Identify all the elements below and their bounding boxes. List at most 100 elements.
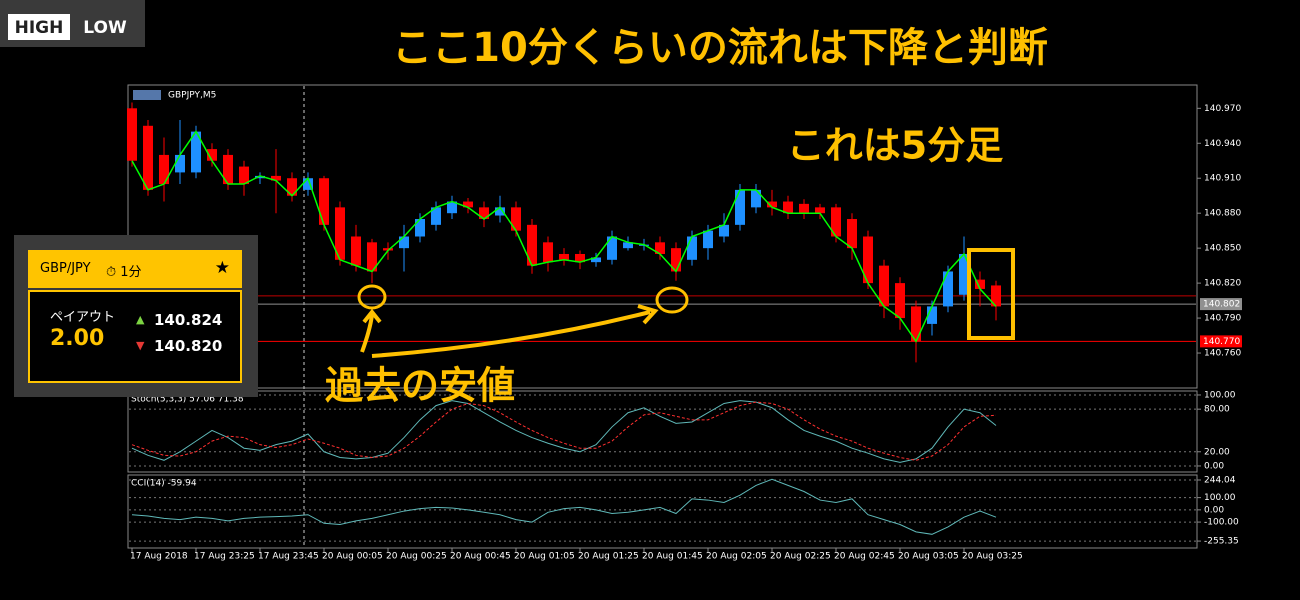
x-tick-label: 20 Aug 02:05 bbox=[706, 552, 767, 562]
duration-text: 1分 bbox=[120, 265, 142, 280]
candle-body bbox=[559, 253, 569, 260]
highlight-box bbox=[967, 248, 1015, 340]
candle-body bbox=[127, 108, 137, 161]
payout: 2.00 bbox=[50, 326, 105, 351]
x-tick-label: 17 Aug 23:25 bbox=[194, 552, 255, 562]
candle-body bbox=[991, 285, 1001, 307]
candle-body bbox=[367, 242, 377, 272]
high-price: 140.824 bbox=[154, 311, 223, 329]
candle-body bbox=[159, 154, 169, 185]
stoch-main bbox=[131, 400, 997, 463]
cci-panel bbox=[127, 474, 1198, 549]
past-low-note: 過去の安値 bbox=[325, 364, 515, 408]
candle-body bbox=[927, 306, 937, 324]
x-tick-label: 20 Aug 01:25 bbox=[578, 552, 639, 562]
pair: GBP/JPY bbox=[40, 261, 91, 276]
x-tick-label: 20 Aug 00:05 bbox=[322, 552, 383, 562]
candle-body bbox=[623, 242, 633, 249]
candle-body bbox=[543, 242, 553, 263]
close-line bbox=[131, 130, 997, 343]
candle-body bbox=[303, 178, 313, 190]
candle-body bbox=[831, 207, 841, 237]
y-tick-label: 140.880 bbox=[1204, 209, 1241, 219]
x-tick-label: 20 Aug 00:45 bbox=[450, 552, 511, 562]
candle-body bbox=[943, 271, 953, 307]
candle-body bbox=[847, 219, 857, 249]
candle-body bbox=[143, 125, 153, 190]
candle-body bbox=[191, 131, 201, 173]
x-tick-label: 20 Aug 01:45 bbox=[642, 552, 703, 562]
y-tick-label: 100.00 bbox=[1204, 493, 1236, 503]
stoch-panel bbox=[127, 390, 1198, 473]
candle-body bbox=[431, 207, 441, 225]
trade-widget: GBP/JPY ⏱ 1分 ★ ペイアウト 2.00 ▲ 140.824 ▼ 14… bbox=[14, 235, 258, 397]
candle-body bbox=[767, 201, 777, 208]
candle-body bbox=[207, 149, 217, 161]
y-tick-label: 140.850 bbox=[1204, 244, 1241, 254]
y-tick-label: -255.35 bbox=[1204, 537, 1239, 547]
payout-label: ペイアウト bbox=[50, 310, 116, 325]
price-label: 140.770 bbox=[1203, 337, 1240, 347]
y-tick-label: 140.970 bbox=[1204, 104, 1241, 114]
price-label-bg bbox=[1200, 298, 1242, 311]
candle-body bbox=[751, 189, 761, 208]
candle-body bbox=[399, 236, 409, 249]
y-tick-label: 80.00 bbox=[1204, 405, 1230, 415]
candle-body bbox=[511, 207, 521, 231]
candle-body bbox=[687, 236, 697, 260]
candle-body bbox=[527, 224, 537, 266]
y-tick-label: 140.820 bbox=[1204, 279, 1241, 289]
candle-body bbox=[703, 230, 713, 249]
candle-body bbox=[895, 283, 905, 319]
star[interactable]: ★ bbox=[214, 258, 230, 278]
candle-body bbox=[591, 257, 601, 263]
x-tick-label: 20 Aug 03:25 bbox=[962, 552, 1023, 562]
y-tick-label: 140.940 bbox=[1204, 139, 1241, 149]
candle-body bbox=[719, 224, 729, 237]
stoch-signal bbox=[131, 401, 997, 461]
candle-body bbox=[447, 201, 457, 214]
candle-body bbox=[607, 236, 617, 260]
arrow bbox=[360, 308, 382, 353]
y-tick-label: 0.00 bbox=[1204, 461, 1224, 471]
candle-body bbox=[655, 242, 665, 254]
down-icon: ▼ bbox=[136, 339, 145, 352]
logo-left-bg bbox=[8, 14, 70, 40]
main-panel bbox=[127, 84, 1198, 389]
candle-body bbox=[335, 207, 345, 260]
candle-body bbox=[463, 201, 473, 208]
candle-body bbox=[223, 154, 233, 185]
price-label: 140.802 bbox=[1203, 300, 1240, 310]
widget-header: GBP/JPY ⏱ 1分 ★ bbox=[28, 250, 242, 288]
logo-left: HIGH bbox=[15, 18, 64, 38]
symbol-label: GBPJPY,M5 bbox=[168, 91, 216, 101]
low-circle bbox=[655, 286, 689, 314]
plot: 140.970 140.940 140.910 140.880 140.850 140.8… bbox=[127, 102, 1242, 562]
title: ここ10分くらいの流れは下降と判断 bbox=[392, 25, 1048, 71]
candle-body bbox=[911, 306, 921, 342]
candle-body bbox=[415, 219, 425, 237]
candle-body bbox=[735, 189, 745, 225]
candle-body bbox=[383, 248, 393, 251]
timeframe-note: これは5分足 bbox=[787, 124, 1003, 168]
candle-body bbox=[271, 175, 281, 181]
y-tick-label: 0.00 bbox=[1204, 505, 1224, 515]
low-price: 140.820 bbox=[154, 337, 223, 355]
cci-label: CCI(14) -59.94 bbox=[131, 479, 197, 489]
candle-body bbox=[815, 207, 825, 214]
candle-body bbox=[959, 253, 969, 295]
y-tick-label: 140.760 bbox=[1204, 349, 1241, 359]
x-tick-label: 17 Aug 23:45 bbox=[258, 552, 319, 562]
y-tick-label: -100.00 bbox=[1204, 518, 1239, 528]
stoch-label: Stoch(5,3,3) 57.06 71.38 bbox=[131, 395, 244, 405]
duration: ⏱ 1分 bbox=[106, 265, 142, 280]
x-tick-label: 20 Aug 00:25 bbox=[386, 552, 447, 562]
symbol-icon bbox=[133, 90, 161, 100]
y-tick-label: 100.00 bbox=[1204, 390, 1236, 400]
candle-body bbox=[495, 207, 505, 216]
candle-body bbox=[239, 166, 249, 185]
x-tick-label: 20 Aug 03:05 bbox=[898, 552, 959, 562]
candle-body bbox=[799, 203, 809, 214]
candle-body bbox=[863, 236, 873, 284]
